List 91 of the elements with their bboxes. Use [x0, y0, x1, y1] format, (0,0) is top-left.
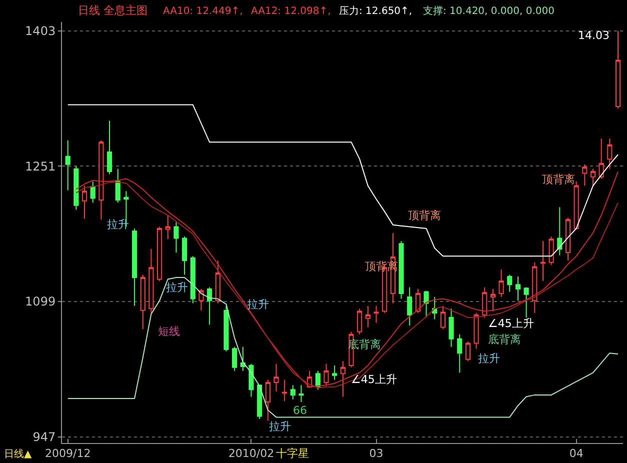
candlestick	[174, 222, 179, 254]
candlestick	[424, 290, 429, 318]
annotation: ∠45上升	[351, 373, 397, 386]
candlestick	[74, 166, 79, 210]
annotation: 拉升	[269, 420, 291, 433]
candlestick	[332, 365, 338, 380]
annotation: ∠45上升	[488, 317, 534, 330]
x-tick-label: 2009/12	[44, 447, 91, 460]
candlestick	[232, 346, 238, 372]
candlestick	[82, 185, 88, 220]
annotation: 14.03	[578, 29, 610, 42]
candlestick	[265, 379, 270, 422]
y-tick-label: 1251	[25, 159, 56, 174]
candlestick	[132, 228, 138, 306]
candlestick	[465, 341, 470, 362]
candlestick	[524, 286, 529, 318]
candlestick	[140, 274, 146, 330]
candlestick	[248, 363, 254, 398]
candlestick	[615, 30, 621, 109]
candlestick	[182, 236, 188, 276]
text: AA10: 12.449↑,	[163, 6, 243, 17]
candlestick	[607, 138, 612, 170]
annotation: 短线	[158, 325, 180, 338]
candlestick	[482, 286, 488, 318]
candlestick	[590, 168, 596, 186]
chart-title: 日线 全息主图	[78, 4, 148, 17]
candlestick	[240, 346, 246, 372]
annotation: 底背离	[488, 333, 521, 346]
annotation: 拉升	[166, 281, 188, 294]
x-axis-title: 日线▲	[4, 448, 32, 460]
candlestick	[90, 180, 96, 204]
candlestick	[582, 164, 588, 186]
candlestick	[515, 276, 521, 302]
annotation: 拉升	[478, 352, 500, 365]
candlestick	[357, 308, 362, 335]
candlestick	[407, 286, 412, 326]
candlestick	[274, 363, 279, 392]
candlestick	[198, 288, 204, 311]
candlestick	[474, 312, 479, 350]
candlestick	[215, 260, 220, 304]
candlestick	[290, 384, 296, 400]
candlestick	[340, 360, 346, 398]
candlestick	[565, 217, 571, 262]
candlestick	[498, 268, 504, 298]
candlestick	[574, 180, 579, 229]
candlestick	[207, 286, 212, 326]
text: AA12: 12.098↑,	[251, 6, 331, 17]
x-tick-label: 04	[569, 447, 584, 460]
annotation: 66	[293, 404, 307, 417]
y-tick-label: 1099	[25, 294, 56, 309]
candlestick	[65, 140, 70, 191]
candlestick	[324, 363, 329, 386]
candlestick	[298, 384, 304, 403]
candlestick	[457, 334, 462, 374]
annotation: 顶背离	[408, 209, 441, 222]
candlestick	[540, 240, 546, 282]
text: 十字星	[276, 447, 309, 460]
candlestick	[490, 288, 496, 312]
candlestick	[165, 214, 170, 240]
candlestick	[98, 140, 104, 220]
candlestick	[507, 274, 512, 292]
candlestick	[374, 305, 379, 324]
candlestick	[115, 168, 120, 204]
candlestick	[282, 379, 288, 402]
candlestick	[440, 305, 446, 330]
candlestick	[257, 384, 262, 420]
text: 压力: 12.650↑,	[339, 5, 412, 17]
candlestick	[156, 226, 162, 282]
candlestick	[190, 256, 196, 304]
x-tick-label: 03	[369, 447, 384, 460]
line-series	[67, 104, 618, 257]
candlestick	[148, 248, 154, 314]
candlestick	[106, 120, 112, 175]
x-tick-label: 2010/02	[228, 447, 274, 460]
annotation: 拉升	[107, 218, 129, 231]
candlestick	[557, 206, 562, 256]
annotation: 顶背离	[542, 173, 575, 186]
candlestick	[398, 240, 404, 300]
candlestick	[432, 296, 438, 320]
y-tick-label: 1403	[25, 24, 56, 38]
candlestick	[532, 262, 538, 314]
candlestick	[598, 138, 604, 180]
annotation: 拉升	[247, 298, 269, 311]
line-series	[67, 276, 618, 418]
candlestick	[224, 305, 229, 352]
text: 支撑: 10.420, 0.000, 0.000	[423, 5, 555, 17]
candlestick	[415, 288, 420, 314]
y-tick-label: 947	[32, 430, 56, 444]
candlestick	[548, 236, 554, 266]
candlestick	[365, 305, 370, 328]
candlestick	[448, 308, 454, 348]
